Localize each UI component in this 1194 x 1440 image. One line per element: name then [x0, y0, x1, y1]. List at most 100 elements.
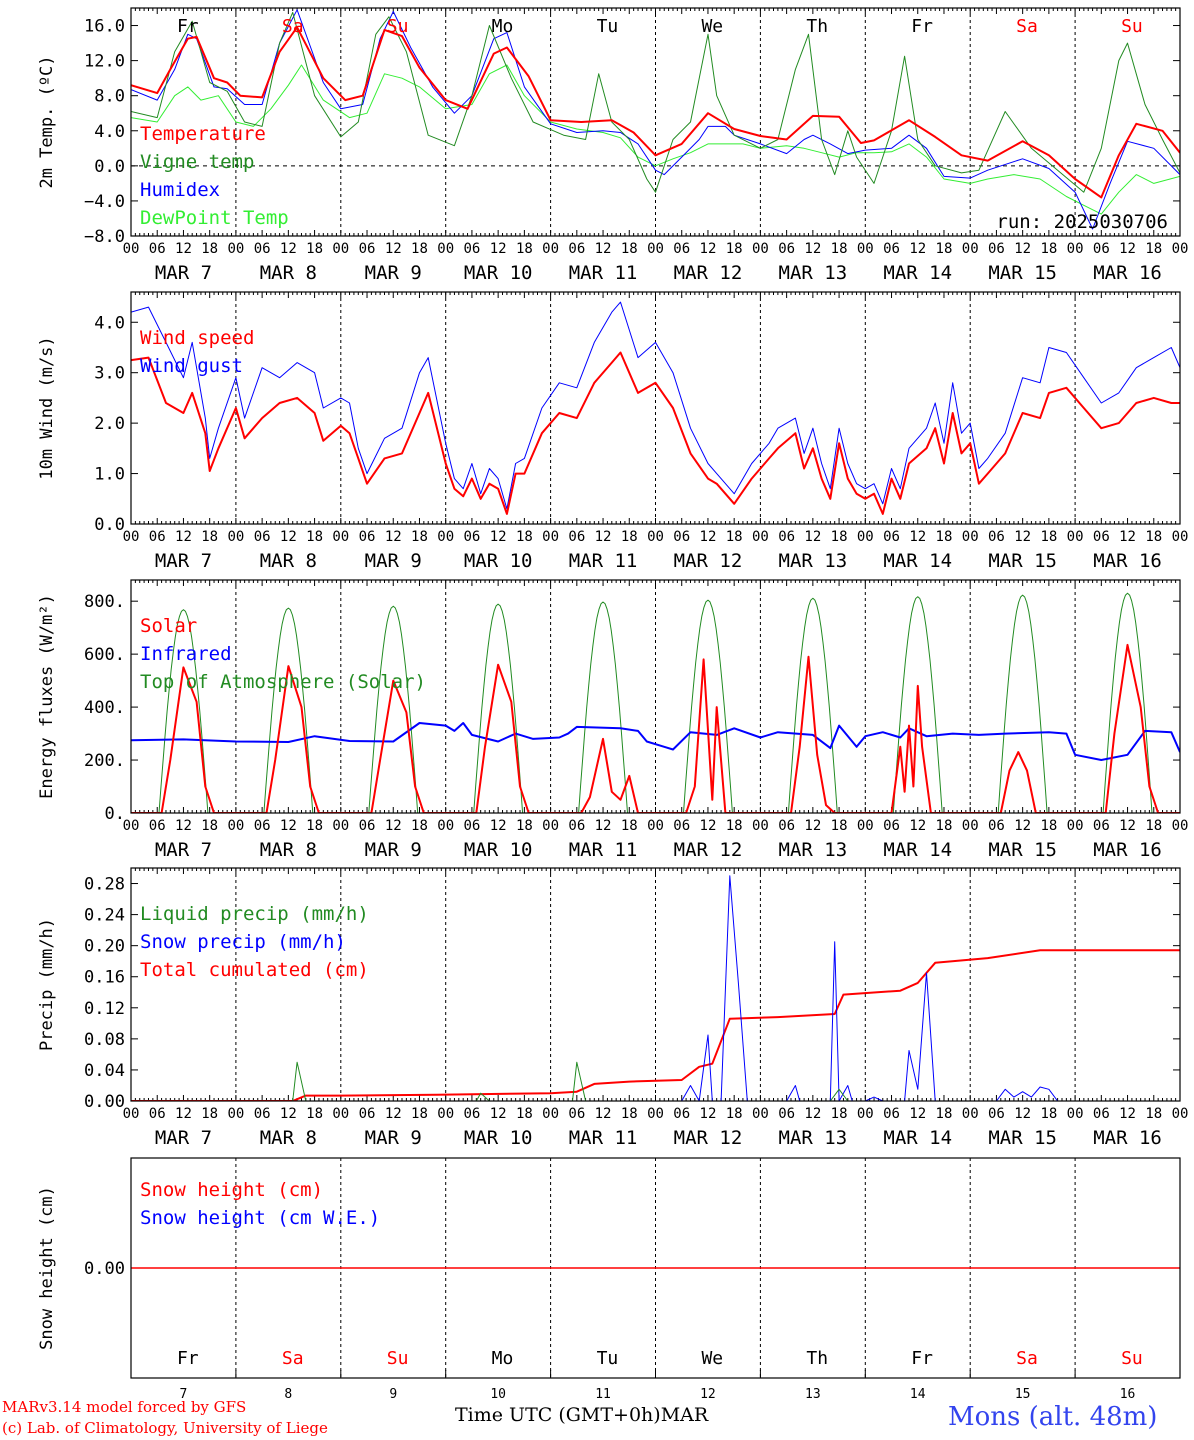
- hour-tick-label: 18: [726, 818, 743, 834]
- hour-tick-label: 00: [437, 818, 454, 834]
- hour-tick-label: 18: [1040, 1106, 1057, 1122]
- hour-tick-label: 00: [437, 529, 454, 545]
- hour-tick-label: 18: [1145, 818, 1162, 834]
- hour-tick-label: 18: [1145, 529, 1162, 545]
- day-label: MAR 13: [779, 550, 848, 572]
- day-label: MAR 15: [988, 550, 1057, 572]
- day-label: MAR 13: [779, 1127, 848, 1149]
- hour-tick-label: 18: [411, 529, 428, 545]
- series-humidex: [131, 9, 1180, 230]
- hour-tick-label: 06: [568, 818, 585, 834]
- hour-tick-label: 18: [831, 1106, 848, 1122]
- hour-tick-label: 18: [726, 1106, 743, 1122]
- hour-tick-label: 06: [988, 818, 1005, 834]
- x-axis-month: MAR: [660, 1404, 709, 1426]
- day-label: MAR 7: [155, 550, 212, 572]
- hour-tick-label: 12: [909, 241, 926, 257]
- hour-tick-label: 12: [1119, 529, 1136, 545]
- y-tick-label: 0.04: [84, 1061, 125, 1081]
- legend-entry: Temperature: [140, 123, 266, 145]
- hour-tick-label: 06: [254, 1106, 271, 1122]
- hour-tick-label: 06: [988, 241, 1005, 257]
- hour-tick-label: 12: [175, 1106, 192, 1122]
- hour-tick-label: 06: [359, 529, 376, 545]
- hour-tick-label: 12: [385, 818, 402, 834]
- hour-tick-label: 12: [280, 529, 297, 545]
- day-label: MAR 7: [155, 262, 212, 284]
- hour-tick-label: 06: [673, 818, 690, 834]
- day-label: MAR 11: [569, 550, 638, 572]
- hour-tick-label: 00: [332, 1106, 349, 1122]
- hour-tick-label: 00: [227, 529, 244, 545]
- day-label: MAR 9: [365, 839, 422, 861]
- day-label: MAR 11: [569, 1127, 638, 1149]
- hour-tick-label: 18: [1145, 1106, 1162, 1122]
- hour-tick-label: 12: [804, 1106, 821, 1122]
- hour-tick-label: 00: [542, 1106, 559, 1122]
- hour-tick-label: 18: [1145, 241, 1162, 257]
- hour-tick-label: 06: [463, 818, 480, 834]
- hour-tick-label: 00: [123, 818, 140, 834]
- hour-tick-label: 18: [936, 818, 953, 834]
- day-label: MAR 10: [464, 262, 533, 284]
- hour-tick-label: 00: [1067, 1106, 1084, 1122]
- hour-tick-label: 12: [909, 529, 926, 545]
- hour-tick-label: 00: [857, 1106, 874, 1122]
- weekday-label: Su: [1121, 1348, 1143, 1369]
- hour-tick-label: 06: [149, 241, 166, 257]
- y-tick-label: −8.0: [84, 227, 125, 247]
- legend-entry: Wind speed: [140, 327, 254, 349]
- hour-tick-label: 00: [962, 1106, 979, 1122]
- day-label: MAR 8: [260, 262, 317, 284]
- hour-tick-label: 00: [1172, 241, 1189, 257]
- panel-frame: [130, 579, 1181, 814]
- legend-entry: DewPoint Temp: [140, 207, 289, 229]
- hour-tick-label: 06: [149, 818, 166, 834]
- hour-tick-label: 12: [490, 818, 507, 834]
- hour-tick-label: 06: [778, 818, 795, 834]
- hour-tick-label: 18: [831, 529, 848, 545]
- hour-tick-label: 00: [227, 1106, 244, 1122]
- hour-tick-label: 06: [778, 1106, 795, 1122]
- hour-tick-label: 00: [1067, 529, 1084, 545]
- hour-tick-label: 12: [595, 1106, 612, 1122]
- hour-tick-label: 06: [359, 1106, 376, 1122]
- hour-tick-label: 06: [568, 241, 585, 257]
- hour-tick-label: 06: [1093, 1106, 1110, 1122]
- hour-tick-label: 12: [595, 241, 612, 257]
- hour-tick-label: 06: [883, 529, 900, 545]
- weekday-label: Sa: [282, 1348, 304, 1369]
- day-number-label: 15: [1015, 1387, 1031, 1402]
- legend-entry: Solar: [140, 615, 197, 637]
- weekday-label: Su: [387, 16, 409, 37]
- weekday-label: We: [701, 1348, 723, 1369]
- legend-entry: Infrared: [140, 643, 232, 665]
- hour-tick-label: 06: [149, 1106, 166, 1122]
- legend-entry: Liquid precip (mm/h): [140, 903, 369, 925]
- day-label: MAR 12: [674, 1127, 743, 1149]
- hour-tick-label: 06: [673, 241, 690, 257]
- legend-entry: Vigne temp: [140, 151, 254, 173]
- day-label: MAR 7: [155, 839, 212, 861]
- y-axis-label: Precip (mm/h): [37, 918, 57, 1051]
- y-tick-label: 0.: [105, 804, 125, 824]
- hour-tick-label: 00: [962, 818, 979, 834]
- hour-tick-label: 18: [201, 1106, 218, 1122]
- weekday-label: Su: [387, 1348, 409, 1369]
- legend-entry: Snow precip (mm/h): [140, 931, 346, 953]
- day-label: MAR 9: [365, 1127, 422, 1149]
- hour-tick-label: 12: [280, 1106, 297, 1122]
- y-tick-label: 0.00: [84, 1092, 125, 1112]
- series-temperature: [131, 26, 1180, 199]
- hour-tick-label: 18: [411, 818, 428, 834]
- hour-tick-label: 06: [359, 818, 376, 834]
- hour-tick-label: 12: [1119, 1106, 1136, 1122]
- day-number-label: 10: [490, 1387, 506, 1402]
- y-tick-label: 8.0: [94, 87, 125, 107]
- day-label: MAR 11: [569, 839, 638, 861]
- hour-tick-label: 00: [1172, 1106, 1189, 1122]
- hour-tick-label: 18: [726, 241, 743, 257]
- hour-tick-label: 00: [1067, 241, 1084, 257]
- hour-tick-label: 12: [909, 818, 926, 834]
